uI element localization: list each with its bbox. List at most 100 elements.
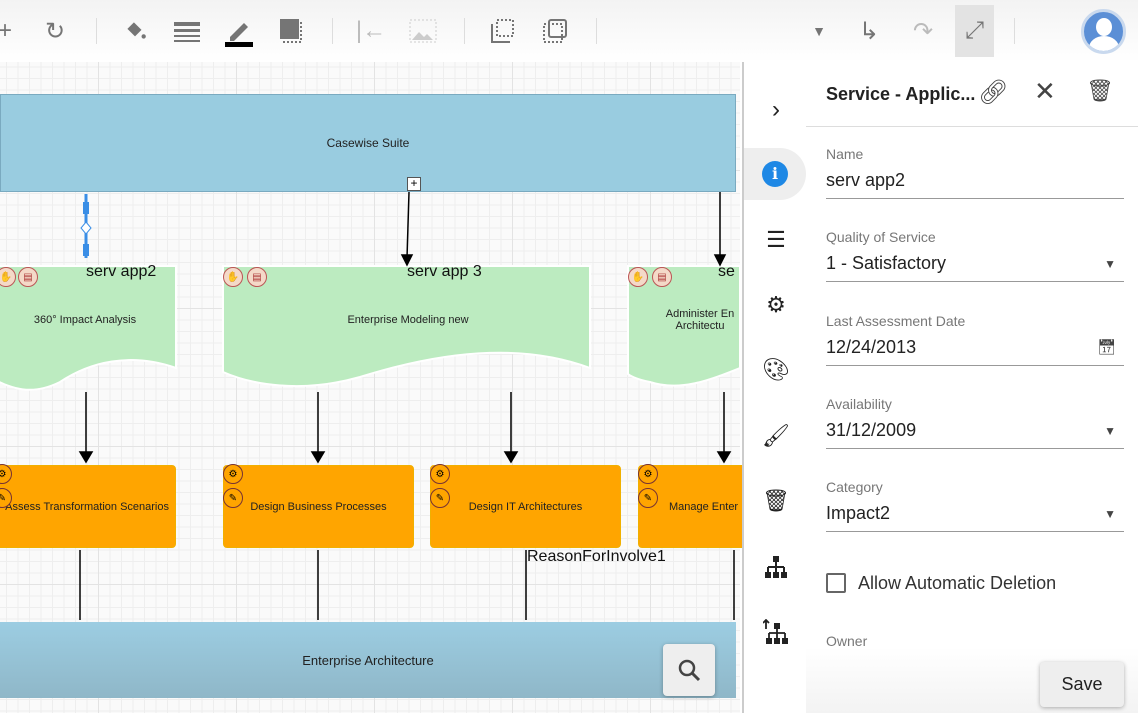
process-box[interactable]: Design Business Processes [223, 465, 414, 548]
panel-title: Service - Applic... [826, 84, 976, 104]
pen-color-icon[interactable] [222, 14, 256, 48]
collapse-chevron-icon[interactable]: › [772, 96, 780, 123]
tab-info[interactable]: i [744, 148, 806, 200]
list-icon[interactable]: ☰ [766, 227, 786, 252]
search-button[interactable] [663, 644, 715, 696]
divider [96, 18, 97, 44]
resize-icon[interactable] [538, 14, 572, 48]
selected-connector [80, 194, 92, 258]
app-label[interactable]: Enterprise Modeling new [347, 314, 469, 326]
dropdown-icon[interactable]: ▼ [812, 23, 826, 39]
panel-icon-rail: › i ☰ ⚙ 🎨︎ 🖌︎ 🗑︎ [742, 62, 806, 713]
clipboard-icon: ▤ [18, 267, 38, 287]
qos-select[interactable]: 1 - Satisfactory ▼ [826, 253, 1124, 282]
chevron-down-icon: ▼ [1104, 424, 1116, 438]
divider [464, 18, 465, 44]
redo-icon[interactable]: ↷ [912, 17, 934, 45]
restore-from-trash-icon[interactable]: 🗑︎ [762, 488, 790, 513]
close-icon[interactable]: ✕ [1034, 76, 1056, 106]
qos-value: 1 - Satisfactory [826, 253, 947, 273]
availability-label: Availability [826, 396, 892, 412]
plus-icon[interactable]: + [0, 17, 12, 44]
handshake-icon: ✋ [628, 267, 648, 287]
process-label: Manage Enter Rep [669, 500, 747, 513]
divider [806, 126, 1138, 127]
divider [332, 18, 333, 44]
chevron-down-icon: ▼ [1104, 257, 1116, 271]
align-left-icon[interactable]: |← [355, 17, 387, 44]
avatar[interactable] [1081, 9, 1126, 54]
shadow-icon[interactable] [275, 14, 309, 48]
chevron-down-icon: ▼ [1104, 507, 1116, 521]
app-shape-3 [627, 265, 740, 387]
expand-button[interactable]: + [407, 177, 421, 191]
process-icon: ✎ [223, 488, 243, 508]
process-icon: ✎ [430, 488, 450, 508]
clipboard-icon: ▤ [652, 267, 672, 287]
connector-icon[interactable]: ⤢ [955, 5, 994, 57]
divider [596, 18, 597, 44]
app-name[interactable]: serv app2 [86, 263, 157, 280]
app-label[interactable]: 360° Impact Analysis [33, 314, 137, 326]
qos-label: Quality of Service [826, 229, 936, 245]
diagram-shapes [0, 191, 740, 620]
process-label: Assess Transformation Scenarios [5, 500, 169, 513]
info-icon: i [762, 161, 788, 187]
app-shape-1 [0, 265, 177, 391]
process-icon: ⚙ [430, 464, 450, 484]
handshake-icon: ✋ [223, 267, 243, 287]
toolbar: + ↻ |← ▼ ↳ ↷ ⤢ [0, 0, 1138, 62]
image-icon[interactable] [406, 14, 440, 48]
save-button[interactable]: Save [1040, 662, 1124, 707]
owner-label: Owner [826, 633, 868, 649]
category-select[interactable]: Impact2 ▼ [826, 503, 1124, 532]
lane-casewise-suite[interactable]: Casewise Suite [0, 94, 736, 192]
fill-icon[interactable] [118, 14, 152, 48]
app-name[interactable]: se [718, 263, 735, 280]
lane-enterprise-architecture[interactable]: Enterprise Architecture [0, 622, 736, 698]
gear-icon[interactable]: ⚙ [766, 292, 786, 317]
app-name[interactable]: serv app 3 [407, 263, 482, 280]
name-field[interactable]: serv app2 [826, 170, 1124, 199]
brush-icon[interactable]: 🖌︎ [762, 423, 790, 448]
app-label[interactable]: Administer En Architectu [665, 308, 735, 332]
hierarchy-up-icon[interactable] [762, 618, 790, 646]
calendar-icon[interactable]: 📅︎ [1096, 339, 1116, 356]
process-icon: ⚙ [638, 464, 658, 484]
date-label: Last Assessment Date [826, 313, 966, 329]
palette-icon[interactable]: 🎨︎ [762, 357, 790, 382]
name-label: Name [826, 146, 864, 162]
availability-value: 31/12/2009 [826, 420, 917, 440]
date-value: 12/24/2013 [826, 337, 917, 357]
rotate-icon[interactable]: ↻ [44, 17, 66, 45]
availability-select[interactable]: 31/12/2009 ▼ [826, 420, 1124, 449]
divider [1014, 18, 1015, 44]
date-field[interactable]: 12/24/2013 📅︎ [826, 337, 1124, 366]
category-value: Impact2 [826, 503, 891, 523]
lane-label: Casewise Suite [326, 136, 410, 150]
link-icon[interactable]: 🔗︎ [978, 79, 1009, 106]
auto-delete-checkbox[interactable] [826, 573, 846, 593]
line-weight-icon[interactable] [170, 14, 204, 48]
app-shape-2 [222, 265, 591, 387]
process-label: Design Business Processes [250, 500, 387, 513]
process-icon: ⚙ [223, 464, 243, 484]
auto-delete-label[interactable]: Allow Automatic Deletion [858, 573, 1057, 593]
connector-label[interactable]: ReasonForInvolve1 [527, 548, 666, 565]
process-icon: ✎ [638, 488, 658, 508]
search-icon [678, 659, 701, 682]
process-box[interactable]: Assess Transformation Scenarios [0, 465, 176, 548]
lane-label: Enterprise Architecture [302, 652, 434, 668]
process-label: Design IT Architectures [468, 500, 583, 513]
hierarchy-icon[interactable] [762, 553, 790, 581]
process-box[interactable]: Design IT Architectures [430, 465, 621, 548]
category-label: Category [826, 479, 883, 495]
redirect-icon[interactable]: ↳ [858, 17, 880, 45]
delete-icon[interactable]: 🗑︎ [1086, 78, 1114, 103]
diagram-canvas[interactable]: Casewise Suite Enterprise Architecture +… [0, 62, 748, 713]
select-area-icon[interactable] [486, 14, 520, 48]
clipboard-icon: ▤ [247, 267, 267, 287]
connectors [78, 191, 735, 620]
properties-panel: Service - Applic... 🔗︎ ✕ 🗑︎ Name serv ap… [806, 62, 1138, 713]
handshake-icon: ✋ [0, 267, 16, 287]
